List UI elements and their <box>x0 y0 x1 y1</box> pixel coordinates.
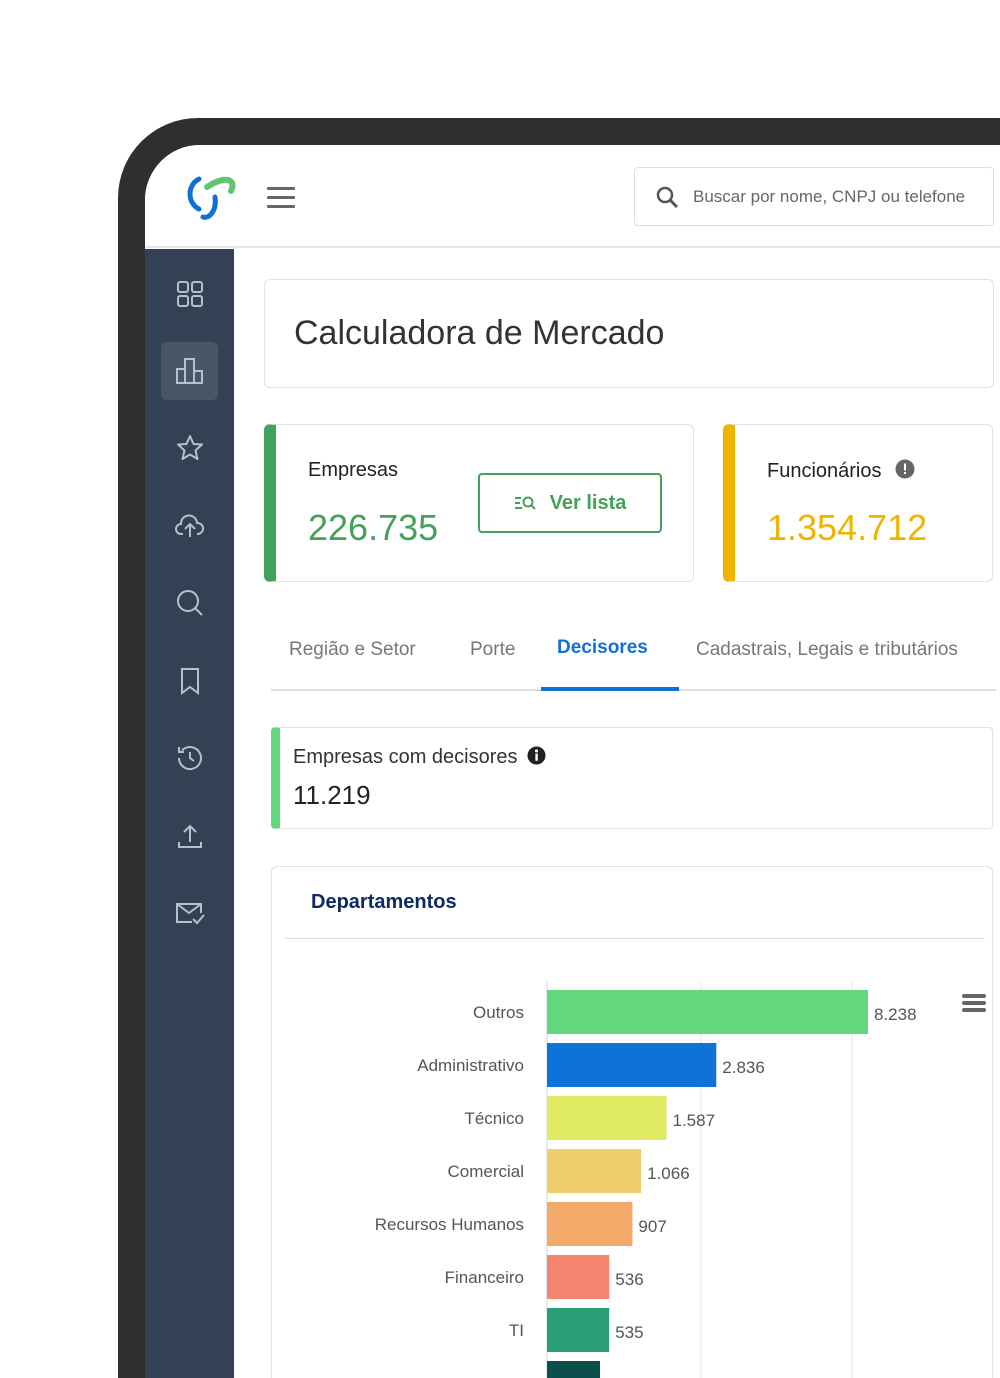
logo <box>187 176 236 220</box>
decisores-label-text: Empresas com decisores <box>293 746 518 768</box>
sidebar-item-saved[interactable] <box>161 652 218 710</box>
category-label: Recursos Humanos <box>375 1215 524 1234</box>
top-bar <box>145 145 1000 248</box>
chart-menu-icon <box>962 994 986 998</box>
sidebar-item-favorites[interactable] <box>161 419 218 477</box>
data-label: 535 <box>615 1323 643 1342</box>
bar-chart-icon <box>175 358 203 384</box>
data-label: 536 <box>615 1270 643 1289</box>
page-title: Calculadora de Mercado <box>264 279 994 388</box>
bar-outros <box>547 990 868 1034</box>
data-label: 1.066 <box>647 1164 690 1183</box>
chart-menu-icon <box>962 1008 986 1012</box>
stat-card-funcionarios: Funcionários 1.354.712 <box>723 424 993 582</box>
bookmark-icon <box>180 668 199 695</box>
bar-técnico <box>547 1096 667 1140</box>
sidebar-item-dashboard[interactable] <box>161 265 218 323</box>
bar-partial <box>547 1361 600 1378</box>
star-icon <box>176 435 203 460</box>
app-screen: Calculadora de Mercado Empresas 226.735 … <box>145 145 1000 1378</box>
sidebar-item-history[interactable] <box>161 729 218 787</box>
info-icon[interactable] <box>527 746 546 765</box>
sidebar-item-search[interactable] <box>161 574 218 632</box>
tab-decisores[interactable]: Decisores <box>557 637 648 658</box>
chart-menu-icon <box>962 1001 986 1005</box>
category-label: Administrativo <box>417 1056 524 1075</box>
mail-check-icon <box>175 903 205 925</box>
alert-info-icon[interactable] <box>895 459 915 479</box>
search-box[interactable] <box>634 167 994 226</box>
bar-administrativo <box>547 1043 717 1087</box>
stat-label: Empresas <box>308 459 399 481</box>
view-list-button[interactable]: Ver lista <box>478 473 662 533</box>
category-label: Financeiro <box>445 1268 524 1287</box>
tab-bar: Região e Setor Porte Decisores Cadastrai… <box>271 609 996 691</box>
category-label: Outros <box>473 1003 524 1022</box>
sidebar <box>145 249 234 1378</box>
view-list-label: Ver lista <box>549 491 627 514</box>
grid-icon <box>176 281 203 307</box>
menu-toggle-button[interactable] <box>267 187 295 214</box>
departamentos-chart: Outros 8.238 Administrativo 2.836 Técnico 1.5… <box>375 982 986 1378</box>
history-icon <box>177 746 202 770</box>
sidebar-item-market-calculator[interactable] <box>161 342 218 400</box>
search-icon <box>656 186 679 208</box>
cloud-upload-icon <box>174 514 204 537</box>
category-label: TI <box>509 1321 524 1340</box>
stat-value: 226.735 <box>308 507 439 548</box>
upload-icon <box>177 824 202 848</box>
bar-recursos-humanos <box>547 1202 633 1246</box>
stat-label: Funcionários <box>767 459 915 483</box>
data-label: 1.587 <box>672 1111 715 1130</box>
active-tab-indicator <box>541 687 679 691</box>
tab-porte[interactable]: Porte <box>470 639 516 660</box>
data-label: 907 <box>638 1217 666 1236</box>
stat-card-empresas: Empresas 226.735 Ver lista <box>264 424 694 582</box>
sidebar-item-mail[interactable] <box>161 884 218 942</box>
category-label: Comercial <box>447 1162 524 1181</box>
bar-financeiro <box>547 1255 610 1299</box>
tab-cadastrais[interactable]: Cadastrais, Legais e tributários <box>696 639 958 660</box>
decisores-value: 11.219 <box>293 780 371 810</box>
search-icon <box>176 590 203 616</box>
decisores-summary: Empresas com decisores 11.219 <box>271 727 993 829</box>
main-content: Calculadora de Mercado Empresas 226.735 … <box>234 249 1000 1378</box>
data-label: 2.836 <box>722 1058 765 1077</box>
stat-value: 1.354.712 <box>767 507 928 548</box>
search-input[interactable] <box>693 186 993 207</box>
data-label: 8.238 <box>874 1005 917 1024</box>
stat-label-text: Funcionários <box>767 460 882 482</box>
chart-title: Departamentos <box>311 891 457 913</box>
decisores-label: Empresas com decisores <box>293 746 546 769</box>
category-label: Técnico <box>464 1109 524 1128</box>
list-search-icon <box>514 496 536 510</box>
divider <box>285 938 985 939</box>
sidebar-item-import[interactable] <box>161 497 218 555</box>
bar-comercial <box>547 1149 642 1193</box>
tab-regiao-setor[interactable]: Região e Setor <box>289 639 416 660</box>
departamentos-chart-card: Departamentos Outros 8.238 Administrativo 2… <box>271 866 993 1378</box>
sidebar-item-export[interactable] <box>161 807 218 865</box>
bar-ti <box>547 1308 610 1352</box>
